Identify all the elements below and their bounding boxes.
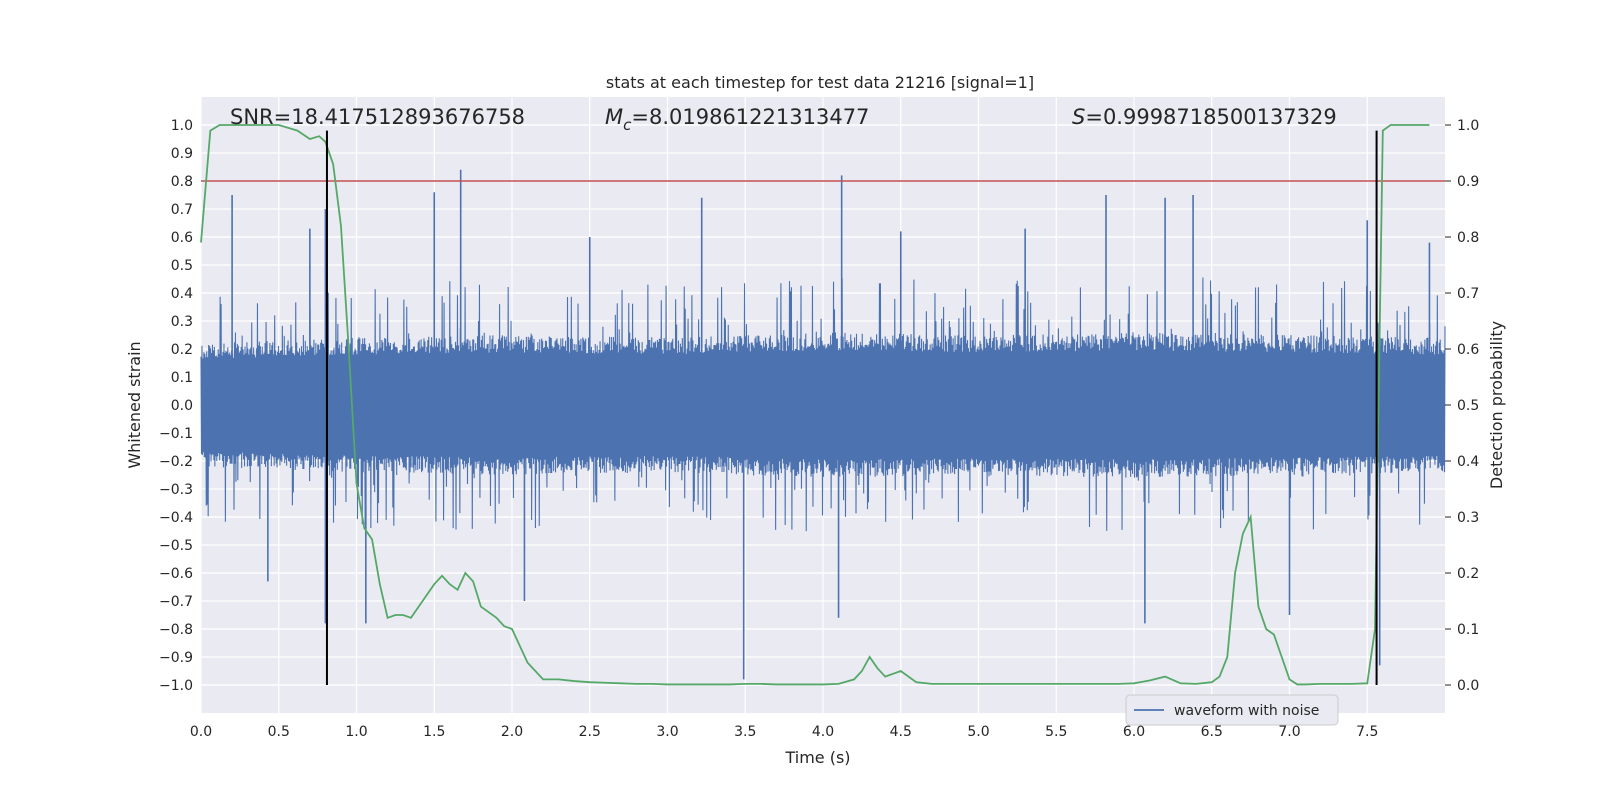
y-tick-label: 0.7 xyxy=(171,202,193,218)
y2-tick-label: 0.2 xyxy=(1457,566,1479,582)
y-tick-label: −0.4 xyxy=(159,510,193,526)
y-tick-label: −0.5 xyxy=(159,538,193,554)
x-tick-label: 3.5 xyxy=(734,724,756,740)
y-tick-label: 0.6 xyxy=(171,230,193,246)
x-tick-label: 0.0 xyxy=(190,724,212,740)
legend: waveform with noise xyxy=(1125,694,1339,726)
x-tick-label: 7.5 xyxy=(1356,724,1378,740)
y-tick-label: −0.1 xyxy=(159,426,193,442)
y2-tick-label: 0.9 xyxy=(1457,174,1479,190)
x-tick-label: 7.0 xyxy=(1278,724,1300,740)
score-annotation: S=0.9998718500137329 xyxy=(1072,105,1337,129)
y-tick-label: 0.3 xyxy=(171,314,193,330)
overlays xyxy=(200,124,1445,686)
y-tick-label: −0.3 xyxy=(159,482,193,498)
waveform-trace xyxy=(200,277,1446,532)
x-tick-label: 1.0 xyxy=(345,724,367,740)
y2-tick-label: 0.6 xyxy=(1457,342,1479,358)
y-tick-label: 0.0 xyxy=(171,398,193,414)
y2-tick-label: 0.8 xyxy=(1457,230,1479,246)
x-tick-label: 2.0 xyxy=(501,724,523,740)
y-tick-label: −1.0 xyxy=(159,678,193,694)
legend-box xyxy=(1125,694,1339,726)
y2-tick-label: 1.0 xyxy=(1457,118,1479,134)
y2-tick-label: 0.4 xyxy=(1457,454,1479,470)
x-tick-label: 5.0 xyxy=(967,724,989,740)
y-tick-label: 0.8 xyxy=(171,174,193,190)
x-tick-label: 6.5 xyxy=(1201,724,1223,740)
x-tick-label: 4.0 xyxy=(812,724,834,740)
y-tick-label: 0.1 xyxy=(171,370,193,386)
y-tick-label: −0.7 xyxy=(159,594,193,610)
chirp-mass-annotation: Mc=8.019861221313477 xyxy=(605,105,869,134)
y2-tick-label: 0.7 xyxy=(1457,286,1479,302)
x-tick-label: 5.5 xyxy=(1045,724,1067,740)
y-tick-label: 0.2 xyxy=(171,342,193,358)
y-tick-label: −0.8 xyxy=(159,622,193,638)
detection-probability-line xyxy=(200,124,1430,686)
x-tick-label: 4.5 xyxy=(890,724,912,740)
x-tick-label: 0.5 xyxy=(268,724,290,740)
y-tick-label: −0.2 xyxy=(159,454,193,470)
x-tick-label: 6.0 xyxy=(1123,724,1145,740)
x-tick-label: 1.5 xyxy=(423,724,445,740)
y-axis-left: 1.0 0.9 0.8 0.7 0.6 0.5 0.4 0.3 0.2 0.1 0.0 −0.1 −0.… xyxy=(159,118,193,694)
x-axis-label: Time (s) xyxy=(784,748,850,767)
y2-tick-label: 0.0 xyxy=(1457,678,1479,694)
y-axis-label: Whitened strain xyxy=(125,341,144,468)
y-tick-label: −0.6 xyxy=(159,566,193,582)
y-tick-label: 0.4 xyxy=(171,286,193,302)
y-tick-label: −0.9 xyxy=(159,650,193,666)
waveform-series xyxy=(200,169,1446,680)
x-tick-label: 2.5 xyxy=(579,724,601,740)
y2-axis-label: Detection probability xyxy=(1487,321,1506,489)
y-tick-label: 0.5 xyxy=(171,258,193,274)
x-axis: 0.0 0.5 1.0 1.5 2.0 2.5 3.0 3.5 4.0 4.5 5.0 5.5 6.0 6… xyxy=(190,724,1379,740)
y2-tick-label: 0.5 xyxy=(1457,398,1479,414)
y-tick-label: 0.9 xyxy=(171,146,193,162)
y-tick-label: 1.0 xyxy=(171,118,193,134)
y2-tick-label: 0.1 xyxy=(1457,622,1479,638)
legend-label: waveform with noise xyxy=(1174,703,1319,719)
y-axis-right: 1.0 0.9 0.8 0.7 0.6 0.5 0.4 0.3 0.2 0.1 0.0 xyxy=(1445,118,1479,694)
chart-title: stats at each timestep for test data 212… xyxy=(606,73,1034,92)
y2-tick-label: 0.3 xyxy=(1457,510,1479,526)
snr-annotation: SNR=18.417512893676758 xyxy=(230,105,525,129)
x-tick-label: 3.0 xyxy=(656,724,678,740)
